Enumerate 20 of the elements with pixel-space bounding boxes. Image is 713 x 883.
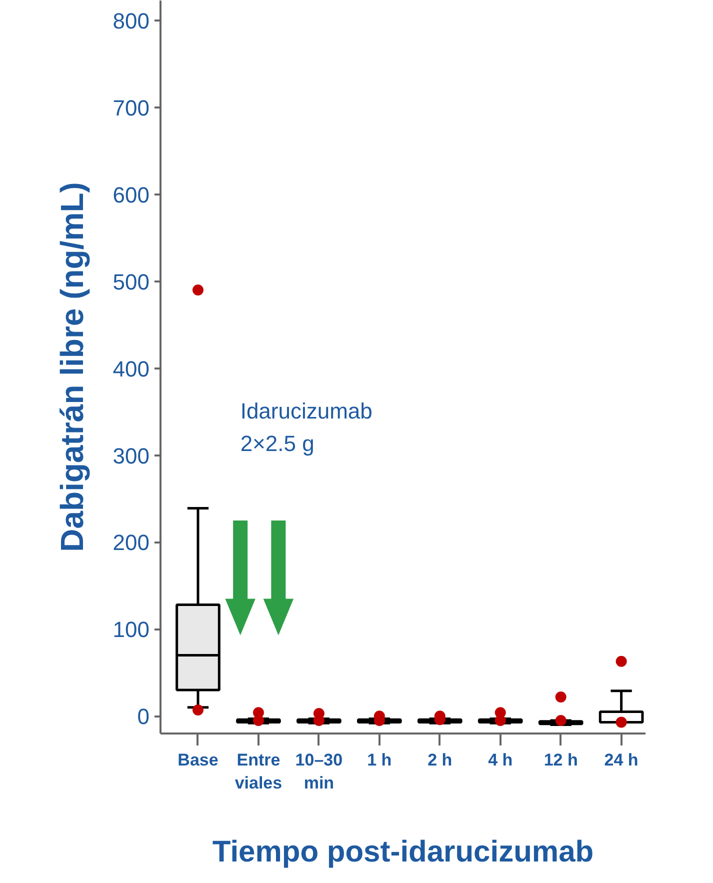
x-tick-label: 12 h [544,750,578,770]
x-tick-label: 4 h [488,750,513,770]
y-tick-label: 200 [112,530,150,556]
x-axis-title: Tiempo post-idarucizumab [212,835,594,868]
x-tick-label: 24 h [604,750,638,770]
y-tick-label: 700 [112,95,150,120]
y-tick-label: 800 [112,8,150,34]
x-tick-label: 10–30 min [295,750,343,792]
y-tick-label: 0 [137,704,150,730]
x-tick-label: Entre viales [234,750,282,792]
x-tick-label: 2 h [428,750,452,770]
y-tick-label: 300 [112,443,150,468]
x-tick-label: 1 h [367,750,392,770]
y-tick-label: 500 [112,269,150,294]
y-tick-label: 100 [112,617,150,642]
x-tick-label: Base [178,750,218,770]
annotation: Idarucizumab 2×2.5 g [240,398,372,456]
y-tick-label: 400 [112,356,150,382]
y-tick-label: 600 [112,182,150,208]
y-axis-title: Dabigatrán libre (ng/mL) [54,182,90,552]
